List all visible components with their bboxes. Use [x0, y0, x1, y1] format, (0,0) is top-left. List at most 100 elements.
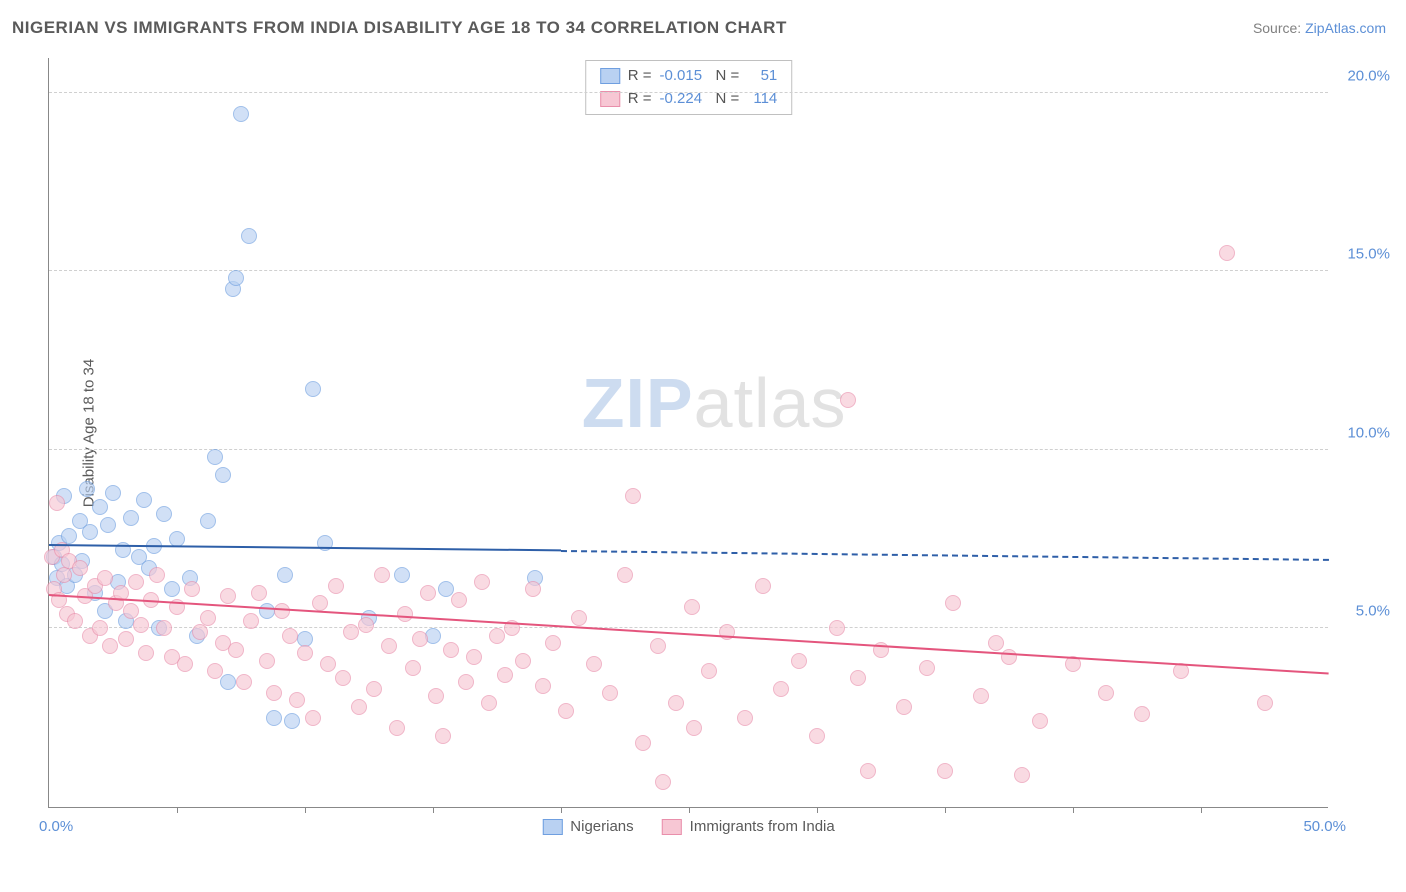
scatter-point [1032, 713, 1048, 729]
scatter-point [668, 695, 684, 711]
scatter-point [481, 695, 497, 711]
x-tick [689, 807, 690, 813]
scatter-point [850, 670, 866, 686]
scatter-point [358, 617, 374, 633]
scatter-point [389, 720, 405, 736]
legend-label: Nigerians [570, 818, 633, 835]
scatter-point [586, 656, 602, 672]
scatter-point [773, 681, 789, 697]
scatter-point [919, 660, 935, 676]
x-tick [945, 807, 946, 813]
scatter-point [945, 595, 961, 611]
x-axis-min-label: 0.0% [39, 818, 73, 835]
scatter-point [305, 710, 321, 726]
gridline [49, 270, 1328, 271]
scatter-point [220, 588, 236, 604]
watermark: ZIPatlas [582, 363, 847, 443]
scatter-point [755, 578, 771, 594]
legend-label: Immigrants from India [690, 818, 835, 835]
scatter-point [374, 567, 390, 583]
legend-item: Immigrants from India [662, 818, 835, 835]
scatter-point [343, 624, 359, 640]
scatter-point [277, 567, 293, 583]
scatter-point [320, 656, 336, 672]
scatter-point [525, 581, 541, 597]
scatter-point [92, 499, 108, 515]
x-tick [177, 807, 178, 813]
y-tick-label: 20.0% [1347, 67, 1390, 84]
scatter-point [625, 488, 641, 504]
scatter-point [655, 774, 671, 790]
scatter-point [366, 681, 382, 697]
scatter-point [737, 710, 753, 726]
scatter-point [535, 678, 551, 694]
legend-item: Nigerians [542, 818, 633, 835]
scatter-point [829, 620, 845, 636]
scatter-point [650, 638, 666, 654]
scatter-point [312, 595, 328, 611]
r-label: R = [628, 65, 652, 88]
scatter-point [123, 510, 139, 526]
scatter-point [49, 495, 65, 511]
scatter-point [236, 674, 252, 690]
scatter-point [791, 653, 807, 669]
scatter-point [228, 270, 244, 286]
scatter-point [571, 610, 587, 626]
y-tick-label: 10.0% [1347, 424, 1390, 441]
scatter-point [149, 567, 165, 583]
scatter-point [138, 645, 154, 661]
scatter-point [192, 624, 208, 640]
scatter-point [233, 106, 249, 122]
x-tick [1201, 807, 1202, 813]
scatter-point [617, 567, 633, 583]
scatter-point [1001, 649, 1017, 665]
legend-row: R =-0.015N =51 [600, 65, 778, 88]
scatter-point [840, 392, 856, 408]
scatter-point [259, 653, 275, 669]
scatter-point [200, 610, 216, 626]
scatter-point [156, 620, 172, 636]
scatter-point [684, 599, 700, 615]
scatter-point [443, 642, 459, 658]
x-tick [1073, 807, 1074, 813]
scatter-point [128, 574, 144, 590]
scatter-point [82, 524, 98, 540]
scatter-point [497, 667, 513, 683]
scatter-point [215, 467, 231, 483]
scatter-point [988, 635, 1004, 651]
r-value: -0.015 [660, 65, 708, 88]
scatter-point [405, 660, 421, 676]
scatter-point [118, 631, 134, 647]
scatter-point [351, 699, 367, 715]
source-link[interactable]: ZipAtlas.com [1305, 20, 1386, 36]
scatter-point [328, 578, 344, 594]
scatter-point [136, 492, 152, 508]
gridline [49, 92, 1328, 93]
scatter-point [686, 720, 702, 736]
scatter-point [397, 606, 413, 622]
scatter-point [177, 656, 193, 672]
scatter-point [97, 570, 113, 586]
scatter-point [809, 728, 825, 744]
scatter-point [259, 603, 275, 619]
scatter-point [207, 663, 223, 679]
scatter-point [394, 567, 410, 583]
y-tick-label: 15.0% [1347, 246, 1390, 263]
x-tick [561, 807, 562, 813]
n-value: 51 [747, 65, 777, 88]
scatter-point [184, 581, 200, 597]
scatter-point [266, 685, 282, 701]
scatter-point [133, 617, 149, 633]
scatter-point [515, 653, 531, 669]
scatter-point [200, 513, 216, 529]
scatter-point [241, 228, 257, 244]
scatter-point [156, 506, 172, 522]
legend-swatch [542, 819, 562, 835]
gridline [49, 627, 1328, 628]
scatter-point [466, 649, 482, 665]
scatter-point [102, 638, 118, 654]
scatter-point [105, 485, 121, 501]
scatter-point [284, 713, 300, 729]
scatter-point [243, 613, 259, 629]
scatter-point [220, 674, 236, 690]
